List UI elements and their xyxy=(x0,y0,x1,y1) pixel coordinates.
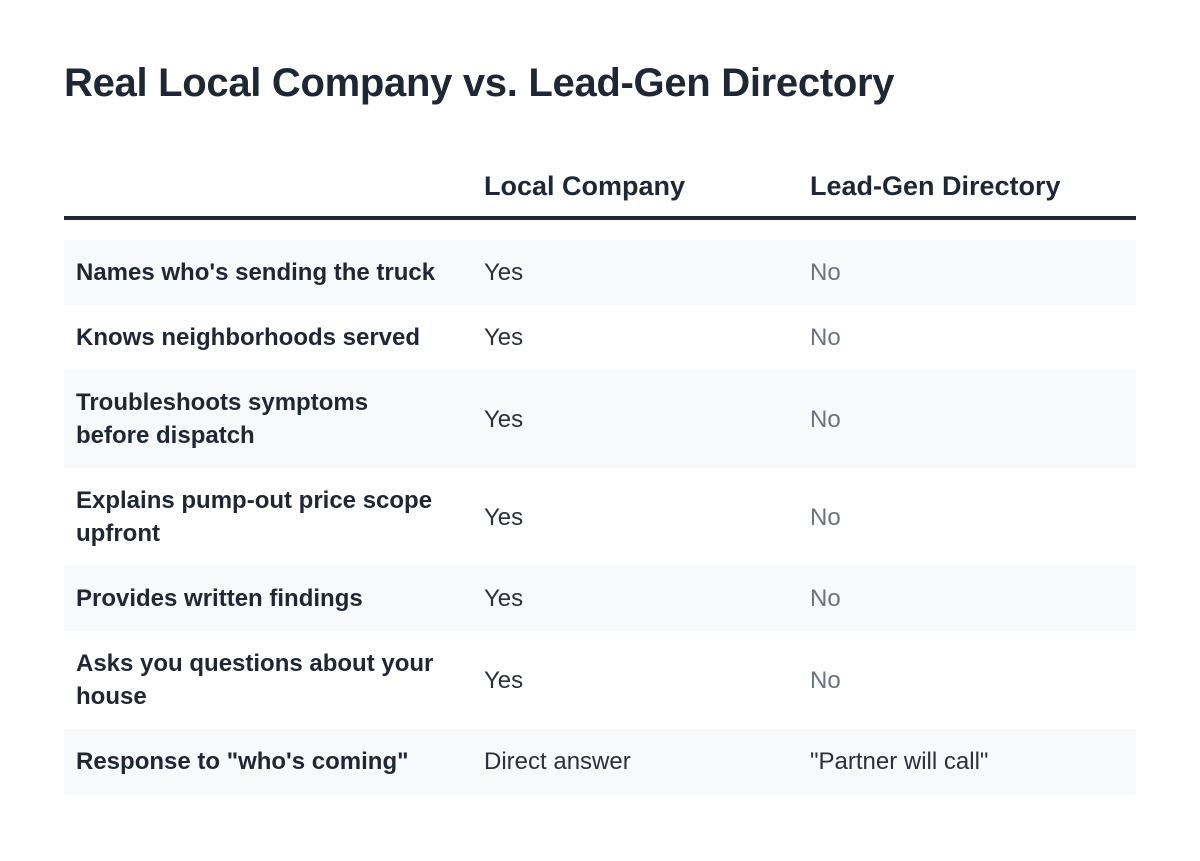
feature-cell: Knows neighborhoods served xyxy=(64,305,472,370)
directory-cell: No xyxy=(798,631,1136,729)
local-company-cell: Yes xyxy=(472,566,798,631)
table-row: Explains pump-out price scope upfront Ye… xyxy=(64,468,1136,566)
directory-cell: No xyxy=(798,305,1136,370)
page-title: Real Local Company vs. Lead-Gen Director… xyxy=(64,61,895,105)
directory-cell: No xyxy=(798,468,1136,566)
table-row: Provides written findings Yes No xyxy=(64,566,1136,631)
local-company-cell: Yes xyxy=(472,468,798,566)
feature-cell: Explains pump-out price scope upfront xyxy=(64,468,472,566)
feature-cell: Asks you questions about your house xyxy=(64,631,472,729)
header-lead-gen-directory: Lead-Gen Directory xyxy=(798,142,1136,220)
feature-cell: Response to "who's coming" xyxy=(64,729,472,794)
directory-cell: "Partner will call" xyxy=(798,729,1136,794)
header-row: Local Company Lead-Gen Directory xyxy=(64,142,1136,220)
local-company-cell: Yes xyxy=(472,370,798,468)
local-company-cell: Yes xyxy=(472,631,798,729)
feature-cell: Provides written findings xyxy=(64,566,472,631)
table-row: Knows neighborhoods served Yes No xyxy=(64,305,1136,370)
directory-cell: No xyxy=(798,370,1136,468)
header-local-company: Local Company xyxy=(472,142,798,220)
local-company-cell: Direct answer xyxy=(472,729,798,794)
header-feature xyxy=(64,142,472,220)
header-spacer xyxy=(64,218,1136,240)
table-row: Troubleshoots symptoms before dispatch Y… xyxy=(64,370,1136,468)
local-company-cell: Yes xyxy=(472,240,798,305)
local-company-cell: Yes xyxy=(472,305,798,370)
table-row: Response to "who's coming" Direct answer… xyxy=(64,729,1136,794)
directory-cell: No xyxy=(798,240,1136,305)
directory-cell: No xyxy=(798,566,1136,631)
table-row: Names who's sending the truck Yes No xyxy=(64,240,1136,305)
table-row: Asks you questions about your house Yes … xyxy=(64,631,1136,729)
feature-cell: Troubleshoots symptoms before dispatch xyxy=(64,370,472,468)
feature-cell: Names who's sending the truck xyxy=(64,240,472,305)
comparison-table: Local Company Lead-Gen Directory Names w… xyxy=(64,142,1136,794)
